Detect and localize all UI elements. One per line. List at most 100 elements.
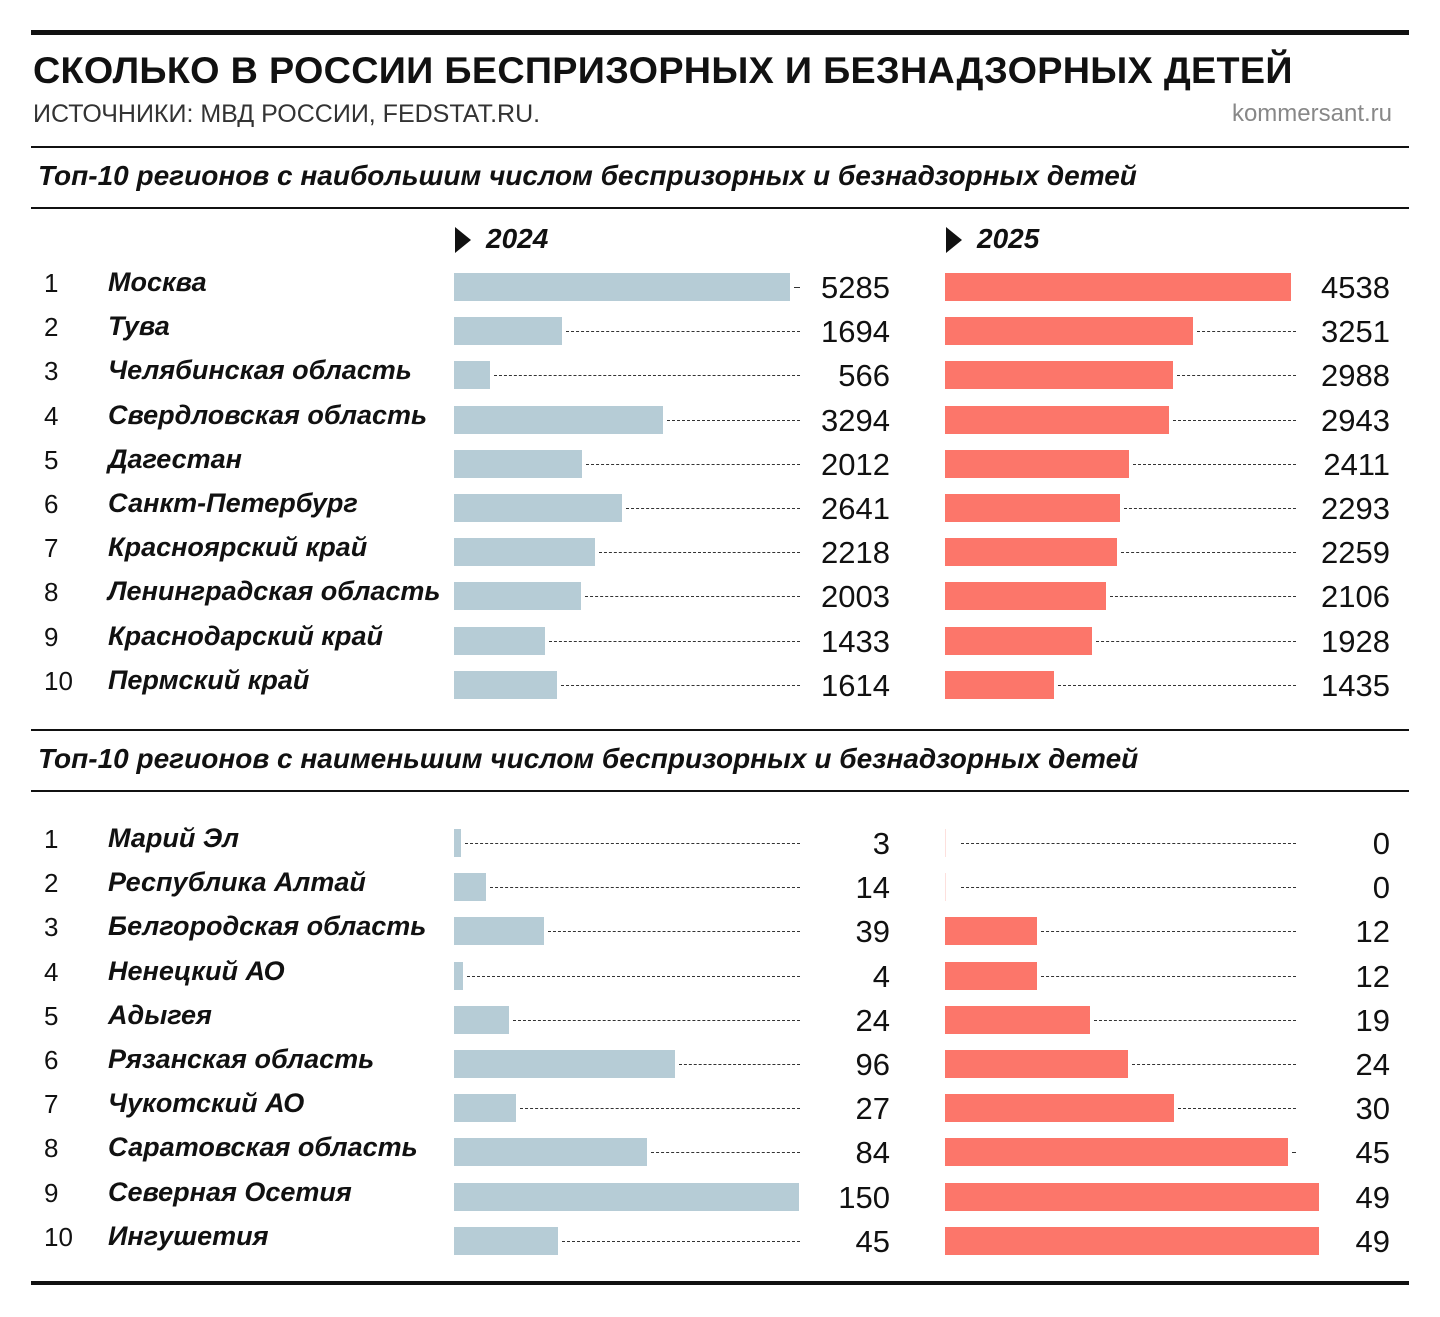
bar-2024	[454, 670, 557, 699]
leader-line	[565, 331, 800, 333]
bar-2024	[454, 829, 461, 857]
value-2025: 12	[1355, 958, 1390, 994]
value-2024: 566	[838, 358, 890, 394]
region-name: Северная Осетия	[108, 1176, 352, 1207]
leader-line	[1176, 375, 1296, 377]
value-2025: 2259	[1321, 535, 1390, 571]
leader-line	[1132, 1064, 1296, 1065]
value-2025: 4538	[1321, 270, 1390, 305]
bar-2024	[454, 961, 464, 990]
value-2024: 4	[872, 958, 890, 994]
value-2024: 1614	[821, 667, 890, 703]
bar-2024	[454, 494, 622, 522]
region-name: Рязанская область	[108, 1044, 375, 1074]
value-2024: 2012	[821, 446, 890, 482]
rank-number: 1	[44, 268, 59, 298]
leader-line	[585, 596, 800, 598]
value-2025: 49	[1355, 1179, 1390, 1215]
leader-line	[1173, 419, 1296, 421]
leader-line	[561, 1240, 800, 1242]
value-2024: 2003	[821, 579, 890, 615]
bar-2025	[945, 1005, 1091, 1034]
value-2024: 39	[855, 914, 890, 950]
leader-line	[599, 552, 800, 554]
bar-2025	[945, 1138, 1289, 1167]
bar-2025	[945, 829, 946, 857]
region-name: Ингушетия	[108, 1220, 269, 1251]
rank-number: 2	[44, 868, 59, 899]
leader-line	[651, 1152, 800, 1154]
leader-line	[1121, 552, 1296, 554]
rank-number: 5	[44, 444, 59, 475]
rank-number: 10	[44, 1221, 73, 1252]
value-2024: 96	[855, 1047, 890, 1082]
region-name: Тува	[108, 311, 170, 342]
bar-2024	[454, 917, 544, 946]
bar-2025	[945, 670, 1055, 699]
bar-2025	[945, 1094, 1174, 1123]
leader-line	[513, 1019, 800, 1021]
leader-line	[1132, 463, 1296, 465]
bar-2025	[945, 317, 1193, 346]
leader-line	[1292, 1152, 1296, 1154]
bar-2024	[454, 1182, 799, 1211]
leader-line	[464, 843, 800, 844]
value-2024: 27	[855, 1091, 890, 1127]
leader-line	[667, 419, 800, 421]
value-2024: 2218	[821, 535, 890, 571]
value-2025: 3251	[1321, 314, 1390, 350]
triangle-icon	[455, 227, 471, 253]
region-name: Ленинградская область	[108, 576, 441, 607]
value-2025: 0	[1372, 826, 1390, 861]
value-2024: 3	[872, 826, 890, 861]
leader-line	[1040, 975, 1296, 977]
value-2024: 24	[855, 1002, 890, 1038]
section-title-bottom: Топ-10 регионов с наименьшим числом бесп…	[38, 743, 1139, 774]
bar-2025	[945, 405, 1170, 434]
triangle-icon	[946, 227, 962, 253]
rank-number: 4	[44, 956, 59, 987]
leader-line	[1196, 331, 1296, 333]
value-2024: 1694	[821, 314, 890, 350]
top-rule	[31, 30, 1409, 35]
rank-number: 3	[44, 356, 59, 387]
divider	[31, 729, 1409, 731]
rank-number: 4	[44, 400, 59, 431]
rank-number: 10	[44, 665, 73, 696]
leader-line	[794, 287, 800, 288]
leader-line	[560, 684, 800, 686]
leader-line	[490, 887, 800, 889]
value-2025: 2293	[1321, 491, 1390, 526]
bar-2024	[454, 449, 582, 478]
rank-number: 5	[44, 1000, 59, 1031]
bar-2025	[945, 449, 1129, 478]
divider	[31, 146, 1409, 148]
region-name: Свердловская область	[108, 399, 428, 430]
bar-2025	[945, 273, 1291, 301]
bar-2025	[945, 494, 1120, 522]
rank-number: 9	[44, 621, 59, 652]
leader-line	[961, 843, 1296, 844]
bar-2024	[454, 1226, 558, 1255]
value-2024: 3294	[821, 402, 890, 438]
bar-2025	[945, 626, 1092, 655]
leader-line	[467, 975, 800, 977]
region-name: Челябинская область	[108, 355, 412, 386]
value-2025: 19	[1355, 1002, 1390, 1038]
region-name: Санкт-Петербург	[108, 488, 358, 518]
bar-2024	[454, 273, 790, 301]
year-label-2025: 2025	[977, 223, 1040, 254]
divider	[31, 790, 1409, 792]
value-2025: 1928	[1321, 623, 1390, 659]
rank-number: 6	[44, 489, 59, 519]
leader-line	[1040, 931, 1296, 933]
value-2025: 30	[1355, 1091, 1390, 1127]
source-note: ИСТОЧНИКИ: МВД РОССИИ, FEDSTAT.RU.	[33, 100, 541, 128]
value-2024: 5285	[821, 270, 890, 305]
brand-link[interactable]: kommersant.ru	[1231, 100, 1392, 127]
value-2025: 0	[1372, 870, 1390, 906]
region-name: Пермский край	[108, 664, 310, 695]
bar-2025	[945, 582, 1106, 611]
bottom-rule	[31, 1281, 1409, 1285]
value-2025: 24	[1355, 1047, 1390, 1082]
